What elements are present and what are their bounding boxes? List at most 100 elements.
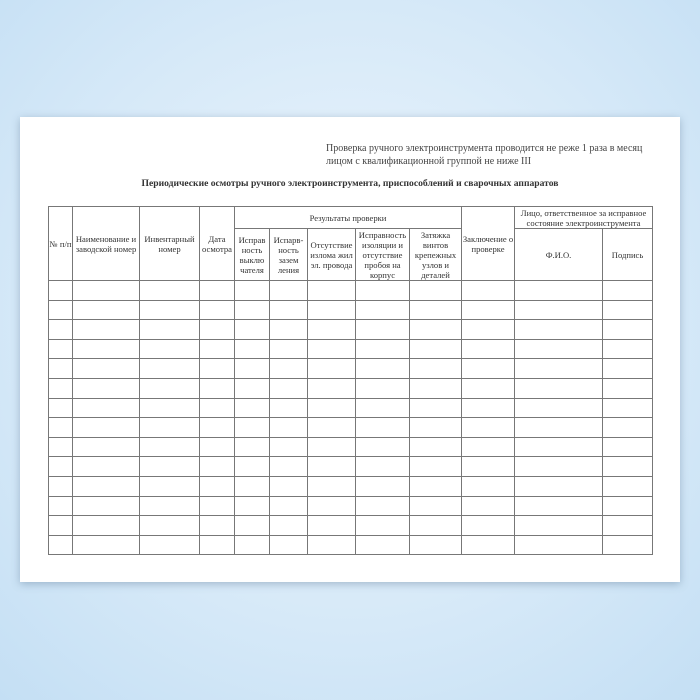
table-cell[interactable] bbox=[307, 417, 356, 438]
table-cell[interactable] bbox=[48, 456, 73, 477]
table-cell[interactable] bbox=[514, 456, 604, 477]
table-cell[interactable] bbox=[199, 319, 235, 340]
table-cell[interactable] bbox=[48, 377, 73, 399]
table-cell[interactable] bbox=[139, 515, 200, 536]
table-cell[interactable] bbox=[48, 534, 73, 556]
table-cell[interactable] bbox=[408, 515, 463, 536]
table-cell[interactable] bbox=[602, 475, 654, 497]
table-cell[interactable] bbox=[355, 319, 410, 340]
table-cell[interactable] bbox=[48, 515, 73, 536]
table-cell[interactable] bbox=[199, 417, 235, 438]
table-cell[interactable] bbox=[234, 319, 270, 340]
table-cell[interactable] bbox=[602, 417, 654, 438]
table-cell[interactable] bbox=[269, 358, 308, 379]
table-cell[interactable] bbox=[199, 280, 235, 301]
table-cell[interactable] bbox=[514, 495, 604, 517]
table-cell[interactable] bbox=[234, 456, 270, 477]
table-cell[interactable] bbox=[355, 436, 410, 458]
table-cell[interactable] bbox=[514, 299, 604, 321]
table-cell[interactable] bbox=[461, 534, 516, 556]
table-cell[interactable] bbox=[48, 299, 73, 321]
table-cell[interactable] bbox=[307, 456, 356, 477]
table-cell[interactable] bbox=[199, 475, 235, 497]
table-cell[interactable] bbox=[307, 534, 356, 556]
table-cell[interactable] bbox=[139, 280, 200, 301]
table-cell[interactable] bbox=[461, 456, 516, 477]
table-cell[interactable] bbox=[269, 475, 308, 497]
table-cell[interactable] bbox=[355, 475, 410, 497]
table-cell[interactable] bbox=[514, 377, 604, 399]
table-cell[interactable] bbox=[355, 338, 410, 360]
table-cell[interactable] bbox=[307, 515, 356, 536]
table-cell[interactable] bbox=[461, 436, 516, 458]
table-cell[interactable] bbox=[461, 495, 516, 517]
table-cell[interactable] bbox=[269, 417, 308, 438]
table-cell[interactable] bbox=[139, 319, 200, 340]
table-cell[interactable] bbox=[139, 436, 200, 458]
table-cell[interactable] bbox=[514, 475, 604, 497]
table-cell[interactable] bbox=[514, 417, 604, 438]
table-cell[interactable] bbox=[355, 495, 410, 517]
table-cell[interactable] bbox=[514, 515, 604, 536]
table-cell[interactable] bbox=[72, 377, 140, 399]
table-cell[interactable] bbox=[355, 397, 410, 419]
table-cell[interactable] bbox=[461, 475, 516, 497]
table-cell[interactable] bbox=[408, 299, 463, 321]
table-cell[interactable] bbox=[461, 319, 516, 340]
table-cell[interactable] bbox=[602, 495, 654, 517]
table-cell[interactable] bbox=[234, 299, 270, 321]
table-cell[interactable] bbox=[269, 534, 308, 556]
table-cell[interactable] bbox=[199, 338, 235, 360]
table-cell[interactable] bbox=[234, 377, 270, 399]
table-cell[interactable] bbox=[307, 475, 356, 497]
table-cell[interactable] bbox=[408, 358, 463, 379]
table-cell[interactable] bbox=[234, 397, 270, 419]
table-cell[interactable] bbox=[234, 515, 270, 536]
table-cell[interactable] bbox=[269, 299, 308, 321]
table-cell[interactable] bbox=[602, 534, 654, 556]
table-cell[interactable] bbox=[234, 534, 270, 556]
table-cell[interactable] bbox=[139, 456, 200, 477]
table-cell[interactable] bbox=[514, 436, 604, 458]
table-cell[interactable] bbox=[307, 397, 356, 419]
table-cell[interactable] bbox=[269, 338, 308, 360]
table-cell[interactable] bbox=[307, 338, 356, 360]
table-cell[interactable] bbox=[408, 377, 463, 399]
table-cell[interactable] bbox=[307, 358, 356, 379]
table-cell[interactable] bbox=[355, 377, 410, 399]
table-cell[interactable] bbox=[355, 280, 410, 301]
table-cell[interactable] bbox=[234, 358, 270, 379]
table-cell[interactable] bbox=[461, 397, 516, 419]
table-cell[interactable] bbox=[461, 338, 516, 360]
table-cell[interactable] bbox=[199, 436, 235, 458]
table-cell[interactable] bbox=[307, 299, 356, 321]
table-cell[interactable] bbox=[199, 397, 235, 419]
table-cell[interactable] bbox=[461, 280, 516, 301]
table-cell[interactable] bbox=[199, 495, 235, 517]
table-cell[interactable] bbox=[72, 280, 140, 301]
table-cell[interactable] bbox=[48, 495, 73, 517]
table-cell[interactable] bbox=[514, 397, 604, 419]
table-cell[interactable] bbox=[307, 319, 356, 340]
table-cell[interactable] bbox=[514, 534, 604, 556]
table-cell[interactable] bbox=[48, 338, 73, 360]
table-cell[interactable] bbox=[72, 358, 140, 379]
table-cell[interactable] bbox=[72, 397, 140, 419]
table-cell[interactable] bbox=[355, 358, 410, 379]
table-cell[interactable] bbox=[461, 358, 516, 379]
table-cell[interactable] bbox=[234, 417, 270, 438]
table-cell[interactable] bbox=[461, 377, 516, 399]
table-cell[interactable] bbox=[72, 475, 140, 497]
table-cell[interactable] bbox=[139, 417, 200, 438]
table-cell[interactable] bbox=[48, 397, 73, 419]
table-cell[interactable] bbox=[48, 319, 73, 340]
table-cell[interactable] bbox=[48, 475, 73, 497]
table-cell[interactable] bbox=[234, 338, 270, 360]
table-cell[interactable] bbox=[72, 456, 140, 477]
table-cell[interactable] bbox=[355, 299, 410, 321]
table-cell[interactable] bbox=[307, 377, 356, 399]
table-cell[interactable] bbox=[514, 319, 604, 340]
table-cell[interactable] bbox=[72, 534, 140, 556]
table-cell[interactable] bbox=[602, 319, 654, 340]
table-cell[interactable] bbox=[602, 358, 654, 379]
